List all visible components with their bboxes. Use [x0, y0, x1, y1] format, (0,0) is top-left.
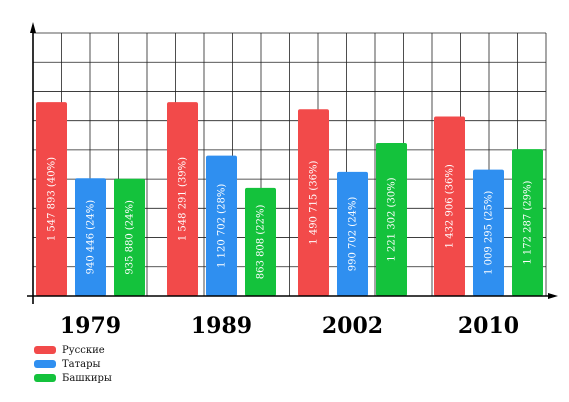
bar-tatars-2010 — [473, 169, 504, 296]
bar-value-label: 1 120 702 (28%) — [217, 184, 228, 268]
bar-value-label: 1 490 715 (36%) — [309, 161, 320, 245]
legend-item-bashkirs: Башкиры — [34, 371, 112, 385]
x-tick-label: 2010 — [458, 313, 519, 339]
bar-value-label: 940 446 (24%) — [86, 200, 97, 275]
bar-bashkirs-2010 — [512, 149, 543, 296]
bar-value-label: 935 880 (24%) — [125, 200, 136, 275]
bar-russians-1979 — [36, 102, 67, 296]
bar-bashkirs-1979 — [114, 178, 145, 296]
bar-russians-2002 — [298, 109, 329, 296]
bar-tatars-2002 — [337, 171, 368, 296]
x-tick-label: 2002 — [322, 313, 383, 339]
bar-value-label: 1 221 302 (30%) — [387, 177, 398, 261]
legend-item-russians: Русские — [34, 343, 112, 357]
bar-bashkirs-1989 — [245, 187, 276, 296]
bar-tatars-1979 — [75, 178, 106, 296]
x-tick-label: 1979 — [60, 313, 121, 339]
x-tick-labels: 1979 1989 2002 2010 — [60, 313, 519, 339]
legend: Русские Татары Башкиры — [34, 343, 112, 385]
bar-value-label: 990 702 (24%) — [348, 197, 359, 272]
legend-swatch-tatars — [34, 360, 56, 368]
bars-group: 1 547 893 (40%) 940 446 (24%) 935 880 (24%… — [36, 102, 543, 296]
bar-russians-1989 — [167, 102, 198, 296]
legend-label: Башкиры — [62, 372, 112, 384]
bar-value-label: 863 808 (22%) — [256, 205, 267, 280]
bar-bashkirs-2002 — [376, 143, 407, 296]
bar-russians-2010 — [434, 116, 465, 296]
bar-value-label: 1 432 906 (36%) — [445, 164, 456, 248]
bar-tatars-1989 — [206, 155, 237, 296]
chart-axes — [27, 22, 558, 304]
chart-grid — [32, 32, 547, 297]
bar-value-label: 1 009 295 (25%) — [484, 191, 495, 275]
bar-value-label: 1 548 291 (39%) — [178, 157, 189, 241]
y-axis-arrow — [30, 22, 36, 33]
bar-value-label: 1 547 893 (40%) — [47, 157, 58, 241]
legend-swatch-russians — [34, 346, 56, 354]
x-tick-label: 1989 — [191, 313, 252, 339]
legend-item-tatars: Татары — [34, 357, 112, 371]
bar-value-label: 1 172 287 (29%) — [523, 180, 534, 264]
legend-swatch-bashkirs — [34, 374, 56, 382]
legend-label: Русские — [62, 344, 105, 356]
x-axis-arrow — [548, 293, 558, 299]
legend-label: Татары — [62, 358, 101, 370]
